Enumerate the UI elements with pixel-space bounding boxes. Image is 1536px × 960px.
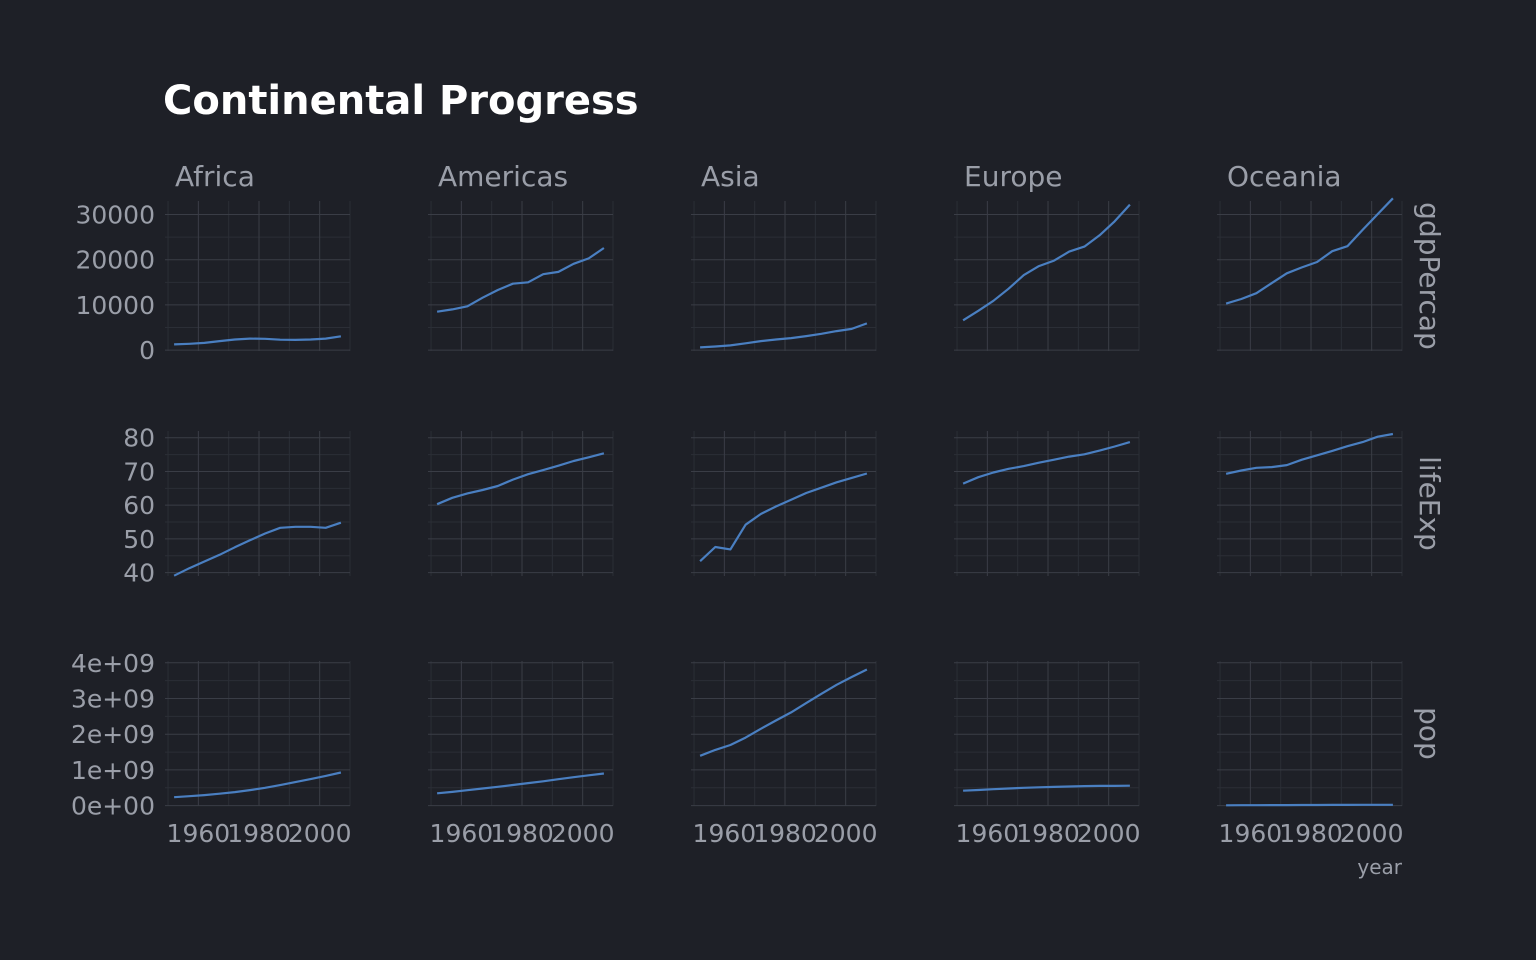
- series-line-europe-lifeexp: [962, 441, 1131, 485]
- strip-label-pop: pop: [1413, 707, 1446, 760]
- y-tick-label: 80: [123, 424, 155, 453]
- x-tick-label: 1960: [167, 819, 231, 848]
- panel-africa-gdppercap: [165, 201, 351, 351]
- strip-label-americas: Americas: [438, 160, 568, 193]
- y-tick-label: 2e+09: [71, 720, 155, 749]
- y-tick-label: 10000: [75, 291, 155, 320]
- panel-oceania-gdppercap: [1217, 197, 1403, 351]
- series-line-americas-lifeexp: [436, 452, 605, 506]
- x-tick-label: 2000: [551, 819, 615, 848]
- series-line-asia-lifeexp: [699, 472, 868, 563]
- series-line-europe-pop: [963, 784, 1130, 792]
- series-line-oceania-pop: [1226, 803, 1393, 807]
- x-tick-label: 1980: [490, 819, 554, 848]
- strip-label-asia: Asia: [701, 160, 760, 193]
- panel-europe-lifeexp: [954, 431, 1140, 576]
- y-tick-label: 0: [139, 336, 155, 365]
- x-tick-label: 1980: [1016, 819, 1080, 848]
- y-tick-label: 4e+09: [71, 649, 155, 678]
- x-tick-label: 1960: [693, 819, 757, 848]
- panel-americas-gdppercap: [428, 201, 614, 351]
- y-tick-label: 20000: [75, 246, 155, 275]
- strip-label-oceania: Oceania: [1227, 160, 1342, 193]
- series-line-asia-pop: [699, 668, 868, 757]
- series-line-oceania-gdppercap: [1225, 197, 1394, 305]
- y-tick-label: 3e+09: [71, 685, 155, 714]
- y-tick-label: 40: [123, 559, 155, 588]
- x-tick-label: 1980: [227, 819, 291, 848]
- panel-europe-gdppercap: [954, 201, 1140, 351]
- strip-label-gdppercap: gdpPercap: [1413, 202, 1446, 350]
- panel-oceania-pop: [1217, 661, 1403, 807]
- x-tick-label: 2000: [288, 819, 352, 848]
- x-tick-label: 2000: [1340, 819, 1404, 848]
- y-tick-label: 30000: [75, 201, 155, 230]
- x-tick-label: 1960: [956, 819, 1020, 848]
- panel-africa-lifeexp: [165, 431, 351, 577]
- x-tick-label: 1980: [753, 819, 817, 848]
- chart-title: Continental Progress: [163, 78, 639, 124]
- x-tick-label: 2000: [814, 819, 878, 848]
- y-tick-label: 1e+09: [71, 756, 155, 785]
- series-line-africa-lifeexp: [173, 521, 342, 577]
- x-tick-label: 1960: [1219, 819, 1283, 848]
- panel-americas-pop: [428, 661, 614, 807]
- x-tick-label: 1980: [1279, 819, 1343, 848]
- strip-label-africa: Africa: [175, 160, 255, 193]
- x-tick-label: 1960: [430, 819, 494, 848]
- series-line-oceania-lifeexp: [1225, 432, 1394, 475]
- y-tick-label: 50: [123, 525, 155, 554]
- series-line-americas-pop: [436, 772, 605, 795]
- panel-europe-pop: [954, 661, 1140, 807]
- panel-asia-lifeexp: [691, 431, 877, 576]
- y-tick-label: 70: [123, 457, 155, 486]
- strip-label-lifeexp: lifeExp: [1413, 456, 1446, 551]
- series-line-europe-gdppercap: [962, 203, 1131, 322]
- panel-oceania-lifeexp: [1217, 431, 1403, 576]
- series-line-africa-pop: [174, 771, 342, 799]
- panel-asia-gdppercap: [691, 201, 877, 351]
- panel-africa-pop: [165, 661, 351, 807]
- facet-panels: Africa Americas Asia Europe Oceania gdpPercap…: [71, 160, 1446, 848]
- x-axis-title: year: [1357, 855, 1402, 879]
- series-line-americas-gdppercap: [436, 247, 605, 313]
- panel-americas-lifeexp: [428, 431, 614, 576]
- panel-asia-pop: [691, 661, 877, 807]
- series-line-asia-gdppercap: [700, 322, 868, 349]
- y-tick-label: 0e+00: [71, 792, 155, 821]
- series-line-africa-gdppercap: [174, 335, 342, 346]
- x-tick-label: 2000: [1077, 819, 1141, 848]
- strip-label-europe: Europe: [964, 160, 1062, 193]
- y-tick-label: 60: [123, 491, 155, 520]
